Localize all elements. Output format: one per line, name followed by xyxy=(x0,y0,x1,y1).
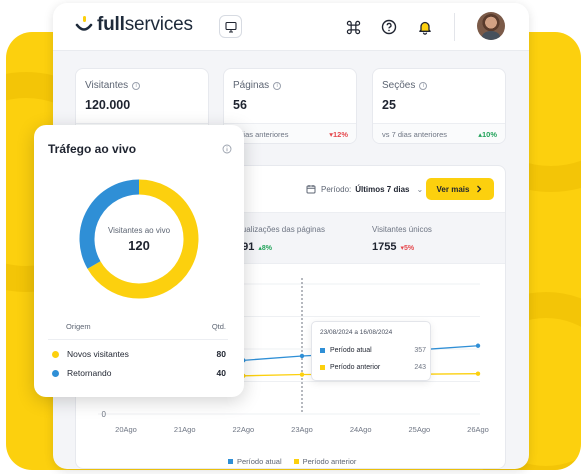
stat-delta: ▴8% xyxy=(258,245,272,252)
bell-icon xyxy=(419,21,431,35)
table-row: Retornando 40 xyxy=(52,368,226,378)
tooltip-title: 23/08/2024 a 16/08/2024 xyxy=(320,329,393,336)
kpi-value: 25 xyxy=(382,98,396,112)
legend-swatch xyxy=(320,348,325,353)
period-selector[interactable]: Período: Últimos 7 dias ⌄ xyxy=(306,184,423,194)
notifications-button[interactable] xyxy=(415,17,435,37)
donut-slice xyxy=(87,179,199,299)
row-value: 80 xyxy=(216,349,226,359)
info-icon[interactable] xyxy=(222,144,232,154)
chart-legend: Período atual Período anterior xyxy=(228,457,368,466)
row-label: Novos visitantes xyxy=(67,349,129,359)
kpi-card-sections: Seções i 25 vs 7 dias anteriores ▴10% xyxy=(372,68,506,144)
period-value: Últimos 7 dias xyxy=(355,184,410,194)
info-icon[interactable]: i xyxy=(132,81,141,90)
legend-label: Período anterior xyxy=(302,457,357,466)
divider xyxy=(48,339,228,340)
kpi-compare-text: vs 7 dias anteriores xyxy=(382,130,448,139)
monitor-button[interactable] xyxy=(219,15,242,38)
kpi-value: 56 xyxy=(233,98,247,112)
legend-swatch xyxy=(293,459,299,464)
live-traffic-card: Tráfego ao vivo Visitantes ao vivo 120 O… xyxy=(34,125,244,397)
topbar-divider xyxy=(454,13,455,41)
tooltip-row-value: 357 xyxy=(414,347,426,354)
avatar[interactable] xyxy=(477,12,505,40)
x-tick-label: 20Ago xyxy=(115,425,137,434)
chart-tooltip: 23/08/2024 a 16/08/2024 Período atual 35… xyxy=(311,321,431,381)
chevron-right-icon xyxy=(477,185,482,193)
brand-logo[interactable]: fullservices xyxy=(75,14,193,36)
top-bar: fullservices xyxy=(53,3,529,51)
legend-label: Período atual xyxy=(237,457,282,466)
live-visitors-donut xyxy=(79,179,199,299)
dot-icon xyxy=(52,369,59,377)
logo-light-text: services xyxy=(124,14,193,35)
legend-item-current[interactable]: Período atual xyxy=(228,457,282,466)
kpi-delta: ▾12% xyxy=(329,130,348,139)
legend-item-previous[interactable]: Período anterior xyxy=(293,457,357,466)
donut-center-value: 120 xyxy=(128,238,150,253)
row-value: 40 xyxy=(216,368,226,378)
x-tick-label: 22Ago xyxy=(232,425,254,434)
tooltip-row-value: 243 xyxy=(414,364,426,371)
help-icon xyxy=(381,19,397,35)
x-tick-label: 25Ago xyxy=(408,425,430,434)
help-button[interactable] xyxy=(379,17,399,37)
table-row: Novos visitantes 80 xyxy=(52,349,226,359)
y-tick-label: 0 xyxy=(102,410,107,419)
kpi-footer: 7 dias anteriores ▾12% xyxy=(224,123,356,143)
kpi-footer: vs 7 dias anteriores ▴10% xyxy=(373,123,505,143)
legend-swatch xyxy=(228,459,233,464)
dot-icon xyxy=(52,350,59,358)
legend-swatch xyxy=(320,365,325,370)
logo-mark-icon xyxy=(75,14,93,36)
stat-label: Visitantes únicos xyxy=(372,225,432,234)
column-origin: Origem xyxy=(66,322,91,331)
see-more-button[interactable]: Ver mais xyxy=(426,178,494,200)
row-label: Retornando xyxy=(67,368,112,378)
stat-value: 1755 xyxy=(372,241,397,253)
kpi-label: Seções xyxy=(382,80,416,91)
kpi-delta: ▴10% xyxy=(478,130,497,139)
stat-label: isualizações das páginas xyxy=(236,225,325,234)
kpi-compare-text: 7 dias anteriores xyxy=(233,130,289,139)
data-point xyxy=(299,372,305,377)
data-point xyxy=(475,343,481,348)
x-tick-label: 21Ago xyxy=(174,425,196,434)
command-icon xyxy=(346,20,360,34)
info-icon[interactable]: i xyxy=(419,81,428,90)
tooltip-row-label: Período atual xyxy=(330,347,372,354)
donut-center-label: Visitantes ao vivo xyxy=(107,226,171,235)
kpi-card-pages: Páginas i 56 7 dias anteriores ▾12% xyxy=(223,68,357,144)
period-label: Período: xyxy=(321,184,352,194)
tooltip-row-current: Período atual 357 xyxy=(320,347,426,354)
monitor-icon xyxy=(224,21,237,33)
column-qty: Qtd. xyxy=(211,322,226,331)
x-tick-label: 26Ago xyxy=(467,425,489,434)
see-more-label: Ver mais xyxy=(436,184,470,194)
chevron-down-icon: ⌄ xyxy=(416,184,424,194)
kpi-value: 120.000 xyxy=(85,98,131,112)
kpi-label: Páginas xyxy=(233,80,270,91)
x-tick-label: 23Ago xyxy=(291,425,313,434)
stat-delta: ▾5% xyxy=(400,245,415,252)
calendar-icon xyxy=(306,185,316,194)
live-traffic-title: Tráfego ao vivo xyxy=(48,142,137,156)
donut-slice xyxy=(79,179,140,269)
kpi-label: Visitantes xyxy=(85,80,129,91)
data-point xyxy=(299,353,305,359)
origin-table-header: Origem Qtd. xyxy=(66,322,226,331)
logo-bold-text: full xyxy=(97,14,125,35)
tooltip-row-previous: Período anterior 243 xyxy=(320,364,426,371)
command-button[interactable] xyxy=(343,17,363,37)
info-icon[interactable]: i xyxy=(273,81,282,90)
x-tick-label: 24Ago xyxy=(350,425,372,434)
data-point xyxy=(475,371,481,376)
tooltip-row-label: Período anterior xyxy=(330,364,381,371)
